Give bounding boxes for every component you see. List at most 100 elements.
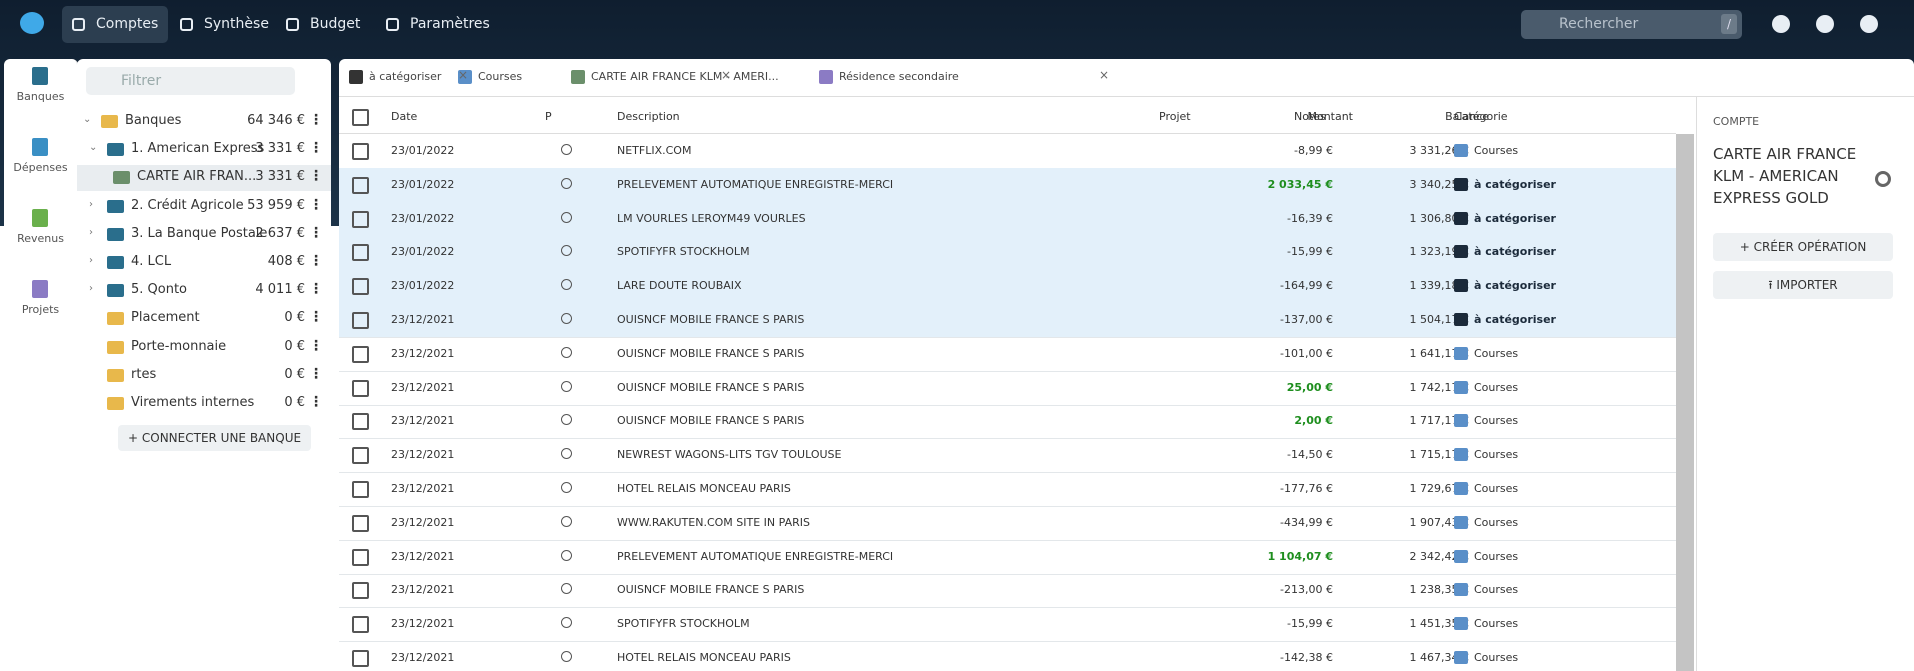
table-row[interactable]: 23/12/2021WWW.RAKUTEN.COM SITE IN PARIS-… — [339, 506, 1676, 541]
tree-amount: 2 637 € — [255, 226, 305, 241]
panel-heading: COMPTE — [1713, 115, 1759, 128]
row-checkbox — [352, 278, 369, 295]
table-row[interactable]: 23/12/2021NEWREST WAGONS-LITS TGV TOULOU… — [339, 438, 1676, 473]
date: 23/12/2021 — [391, 347, 454, 360]
tab-icon — [819, 70, 833, 84]
category: Courses — [1474, 144, 1518, 157]
connect-button[interactable]: + CONNECTER UNE BANQUE — [118, 425, 311, 451]
menu-dots: ⋮ — [309, 225, 323, 241]
tree-row[interactable]: Porte-monnaie0 €⋮ — [77, 335, 331, 361]
tree-icon — [107, 284, 124, 297]
table-row[interactable]: 23/01/2022LARE DOUTE ROUBAIX-164,99 €1 3… — [339, 269, 1676, 304]
menu-dots: ⋮ — [309, 197, 323, 213]
table-row[interactable]: 23/12/2021OUISNCF MOBILE FRANCE S PARIS-… — [339, 337, 1676, 372]
tab-close: × — [1099, 68, 1109, 82]
header-icon[interactable] — [1772, 15, 1790, 33]
tree-amount: 3 331 € — [255, 169, 305, 184]
category: à catégoriser — [1474, 178, 1556, 191]
tree-amount: 64 346 € — [247, 113, 305, 128]
category-icon — [1454, 414, 1468, 427]
table-row[interactable]: 23/01/2022SPOTIFYFR STOCKHOLM-15,99 €1 3… — [339, 235, 1676, 270]
side-icon[interactable] — [32, 280, 48, 298]
pointed — [561, 279, 572, 290]
side-icon[interactable] — [32, 67, 48, 85]
category: Courses — [1474, 381, 1518, 394]
table-row[interactable]: 23/01/2022PRELEVEMENT AUTOMATIQUE ENREGI… — [339, 168, 1676, 203]
pointed — [561, 414, 572, 425]
category-icon — [1454, 279, 1468, 292]
tree-row[interactable]: rtes0 €⋮ — [77, 363, 331, 389]
panel-title: CARTE AIR FRANCE KLM - AMERICAN EXPRESS … — [1713, 143, 1863, 209]
row-checkbox — [352, 413, 369, 430]
side-icon[interactable] — [32, 138, 48, 156]
table-row[interactable]: 23/12/2021SPOTIFYFR STOCKHOLM-15,99 €1 4… — [339, 607, 1676, 642]
category-icon — [1454, 617, 1468, 630]
header-checkbox — [352, 109, 369, 126]
menu-dots: ⋮ — [309, 140, 323, 156]
table-row[interactable]: 23/12/2021OUISNCF MOBILE FRANCE S PARIS2… — [339, 404, 1676, 439]
category: Courses — [1474, 651, 1518, 664]
nav-item[interactable]: Budget — [276, 6, 370, 43]
menu-dots: ⋮ — [309, 338, 323, 354]
menu-dots: ⋮ — [309, 168, 323, 184]
nav-item[interactable]: Comptes — [62, 6, 168, 43]
side-label[interactable]: Dépenses — [4, 161, 77, 174]
tree-icon — [107, 369, 124, 382]
pointed — [561, 144, 572, 155]
row-checkbox — [352, 312, 369, 329]
tree-row[interactable]: ›3. La Banque Postale2 637 €⋮ — [77, 222, 331, 248]
nav-item[interactable]: Paramètres — [376, 6, 500, 43]
table-row[interactable]: 23/12/2021OUISNCF MOBILE FRANCE S PARIS-… — [339, 573, 1676, 608]
side-label[interactable]: Revenus — [4, 232, 77, 245]
date: 23/12/2021 — [391, 583, 454, 596]
category: Courses — [1474, 617, 1518, 630]
row-checkbox — [352, 177, 369, 194]
table-row[interactable]: 23/12/2021HOTEL RELAIS MONCEAU PARIS-177… — [339, 472, 1676, 507]
tree-icon — [107, 341, 124, 354]
tree-row[interactable]: ›5. Qonto4 011 €⋮ — [77, 278, 331, 304]
tree-label: 3. La Banque Postale — [131, 226, 267, 241]
tree-label: 1. American Express — [131, 141, 264, 156]
tree-row[interactable]: Placement0 €⋮ — [77, 306, 331, 332]
amount: -142,38 € — [1280, 651, 1333, 664]
pointed — [561, 448, 572, 459]
tree-row[interactable]: CARTE AIR FRAN...3 331 €⋮ — [77, 165, 331, 191]
nav-item[interactable]: Synthèse — [170, 6, 279, 43]
tree-row[interactable]: ⌄1. American Express3 331 €⋮ — [77, 137, 331, 163]
header-icon[interactable] — [1860, 15, 1878, 33]
settings-icon[interactable] — [1875, 171, 1891, 187]
header-icon[interactable] — [1816, 15, 1834, 33]
column-header: Projet — [1159, 110, 1191, 123]
tab-label: Résidence secondaire — [839, 70, 959, 83]
table-row[interactable]: 23/12/2021OUISNCF MOBILE FRANCE S PARIS2… — [339, 371, 1676, 406]
table-row[interactable]: 23/12/2021PRELEVEMENT AUTOMATIQUE ENREGI… — [339, 540, 1676, 575]
tree-row[interactable]: ⌄Banques64 346 €⋮ — [77, 109, 331, 135]
table-row[interactable]: 23/01/2022NETFLIX.COM-8,99 €3 331,26 €Co… — [339, 134, 1676, 169]
tree-row[interactable]: Virements internes0 €⋮ — [77, 391, 331, 417]
tree-icon — [107, 312, 124, 325]
side-label[interactable]: Projets — [4, 303, 77, 316]
tab-label: à catégoriser — [369, 70, 441, 83]
side-icon[interactable] — [32, 209, 48, 227]
tree-icon — [107, 143, 124, 156]
search-box[interactable]: Rechercher / — [1521, 10, 1742, 39]
tree-row[interactable]: ›2. Crédit Agricole53 959 €⋮ — [77, 194, 331, 220]
menu-dots: ⋮ — [309, 281, 323, 297]
panel-button[interactable]: + CRÉER OPÉRATION — [1713, 233, 1893, 261]
date: 23/12/2021 — [391, 516, 454, 529]
panel-button[interactable]: ⭱ IMPORTER — [1713, 271, 1893, 299]
tree-amount: 0 € — [284, 367, 305, 382]
table-row[interactable]: 23/01/2022LM VOURLES LEROYM49 VOURLES-16… — [339, 202, 1676, 237]
tree-amount: 4 011 € — [255, 282, 305, 297]
tree-icon — [101, 115, 118, 128]
tree-label: Porte-monnaie — [131, 339, 226, 354]
tree-amount: 0 € — [284, 310, 305, 325]
filter-box[interactable]: Filtrer — [86, 67, 295, 95]
table-row[interactable]: 23/12/2021HOTEL RELAIS MONCEAU PARIS-142… — [339, 641, 1676, 671]
description: OUISNCF MOBILE FRANCE S PARIS — [617, 347, 804, 360]
tree-row[interactable]: ›4. LCL408 €⋮ — [77, 250, 331, 276]
row-checkbox — [352, 616, 369, 633]
table-row[interactable]: 23/12/2021OUISNCF MOBILE FRANCE S PARIS-… — [339, 303, 1676, 338]
side-label[interactable]: Banques — [4, 90, 77, 103]
category: Courses — [1474, 448, 1518, 461]
